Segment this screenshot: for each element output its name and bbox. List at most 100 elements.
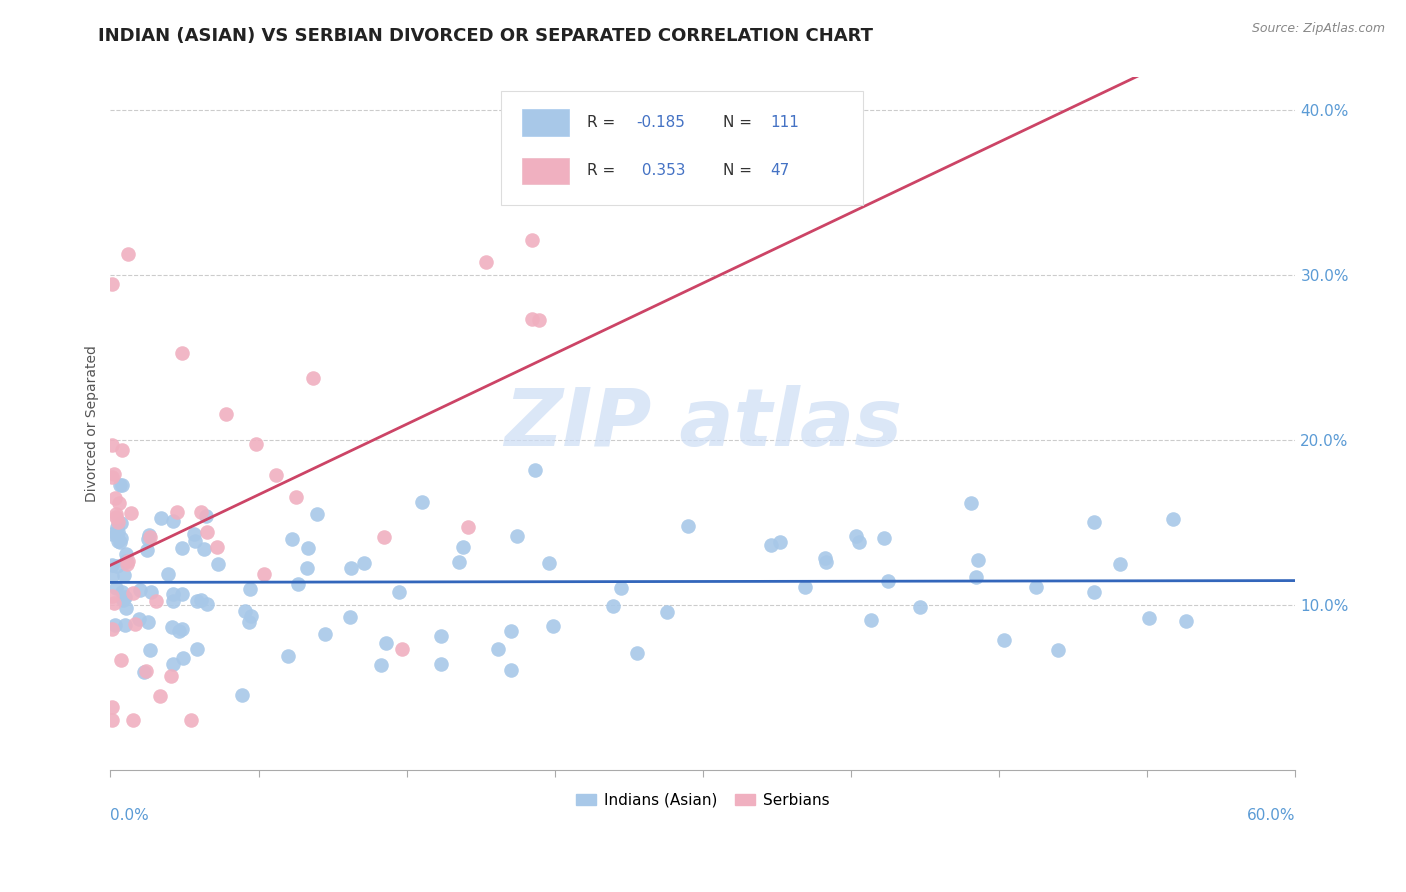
Point	[107, 515, 129, 529]
Point	[302, 370, 325, 384]
Point	[277, 649, 299, 664]
Point	[297, 560, 319, 574]
Point	[186, 594, 208, 608]
Point	[339, 609, 361, 624]
Point	[284, 490, 307, 504]
Point	[162, 514, 184, 528]
Text: 111: 111	[770, 115, 800, 130]
Point	[1108, 558, 1130, 572]
Point	[101, 713, 124, 727]
Point	[215, 407, 238, 421]
Point	[505, 529, 527, 543]
Point	[121, 713, 143, 727]
Text: R =: R =	[586, 163, 620, 178]
Point	[104, 618, 127, 632]
Point	[186, 641, 208, 656]
Point	[157, 567, 180, 582]
Point	[170, 541, 193, 555]
Point	[769, 535, 792, 549]
Point	[139, 530, 162, 544]
Text: INDIAN (ASIAN) VS SERBIAN DIVORCED OR SEPARATED CORRELATION CHART: INDIAN (ASIAN) VS SERBIAN DIVORCED OR SE…	[98, 27, 873, 45]
Point	[610, 581, 633, 595]
Point	[1174, 614, 1197, 628]
Point	[101, 526, 124, 541]
Point	[105, 520, 128, 534]
Point	[145, 593, 167, 607]
Point	[910, 600, 932, 615]
Point	[105, 558, 128, 573]
Point	[128, 612, 150, 626]
Point	[101, 470, 124, 484]
Point	[104, 527, 127, 541]
Text: N =: N =	[723, 163, 756, 178]
Point	[115, 547, 138, 561]
Point	[101, 438, 124, 452]
Point	[529, 313, 551, 327]
Point	[162, 587, 184, 601]
Point	[103, 467, 125, 481]
Point	[110, 535, 132, 549]
Point	[520, 233, 543, 247]
Point	[759, 537, 782, 551]
Text: ZIP atlas: ZIP atlas	[503, 384, 903, 463]
Point	[205, 540, 228, 554]
Point	[314, 627, 336, 641]
Point	[195, 598, 218, 612]
Point	[240, 609, 263, 624]
Point	[845, 528, 868, 542]
Text: 0.0%: 0.0%	[111, 808, 149, 823]
Point	[1025, 580, 1047, 594]
Point	[960, 496, 983, 510]
Point	[411, 495, 433, 509]
Point	[1083, 585, 1105, 599]
FancyBboxPatch shape	[502, 91, 863, 205]
Point	[101, 277, 124, 291]
Point	[114, 590, 136, 604]
Point	[873, 531, 896, 545]
Point	[138, 527, 160, 541]
Point	[524, 463, 547, 477]
Point	[1046, 643, 1069, 657]
Point	[124, 616, 146, 631]
Point	[541, 619, 564, 633]
Point	[183, 526, 205, 541]
Point	[105, 581, 128, 595]
Point	[111, 478, 134, 492]
Point	[115, 554, 138, 568]
Point	[110, 531, 132, 545]
Point	[391, 641, 413, 656]
Point	[141, 585, 163, 599]
Point	[107, 534, 129, 549]
Point	[848, 535, 870, 549]
Point	[104, 507, 127, 521]
Point	[1161, 512, 1184, 526]
Text: -0.185: -0.185	[637, 115, 686, 130]
Point	[128, 583, 150, 598]
Point	[993, 632, 1015, 647]
Point	[794, 580, 817, 594]
Point	[135, 664, 157, 678]
FancyBboxPatch shape	[522, 158, 569, 184]
Point	[110, 653, 132, 667]
Point	[160, 669, 183, 683]
Point	[965, 570, 987, 584]
Point	[184, 533, 207, 548]
Point	[370, 657, 392, 672]
Point	[120, 506, 142, 520]
Point	[101, 700, 124, 714]
Point	[172, 622, 194, 636]
Point	[180, 713, 202, 727]
Point	[103, 596, 125, 610]
Point	[107, 525, 129, 540]
Point	[149, 510, 172, 524]
Point	[170, 346, 193, 360]
Point	[655, 606, 678, 620]
Point	[602, 599, 624, 614]
Point	[117, 554, 139, 568]
Point	[139, 643, 162, 657]
Point	[430, 629, 453, 643]
Point	[162, 620, 184, 634]
Point	[287, 577, 309, 591]
Legend: Indians (Asian), Serbians: Indians (Asian), Serbians	[571, 787, 835, 814]
Point	[499, 624, 522, 639]
